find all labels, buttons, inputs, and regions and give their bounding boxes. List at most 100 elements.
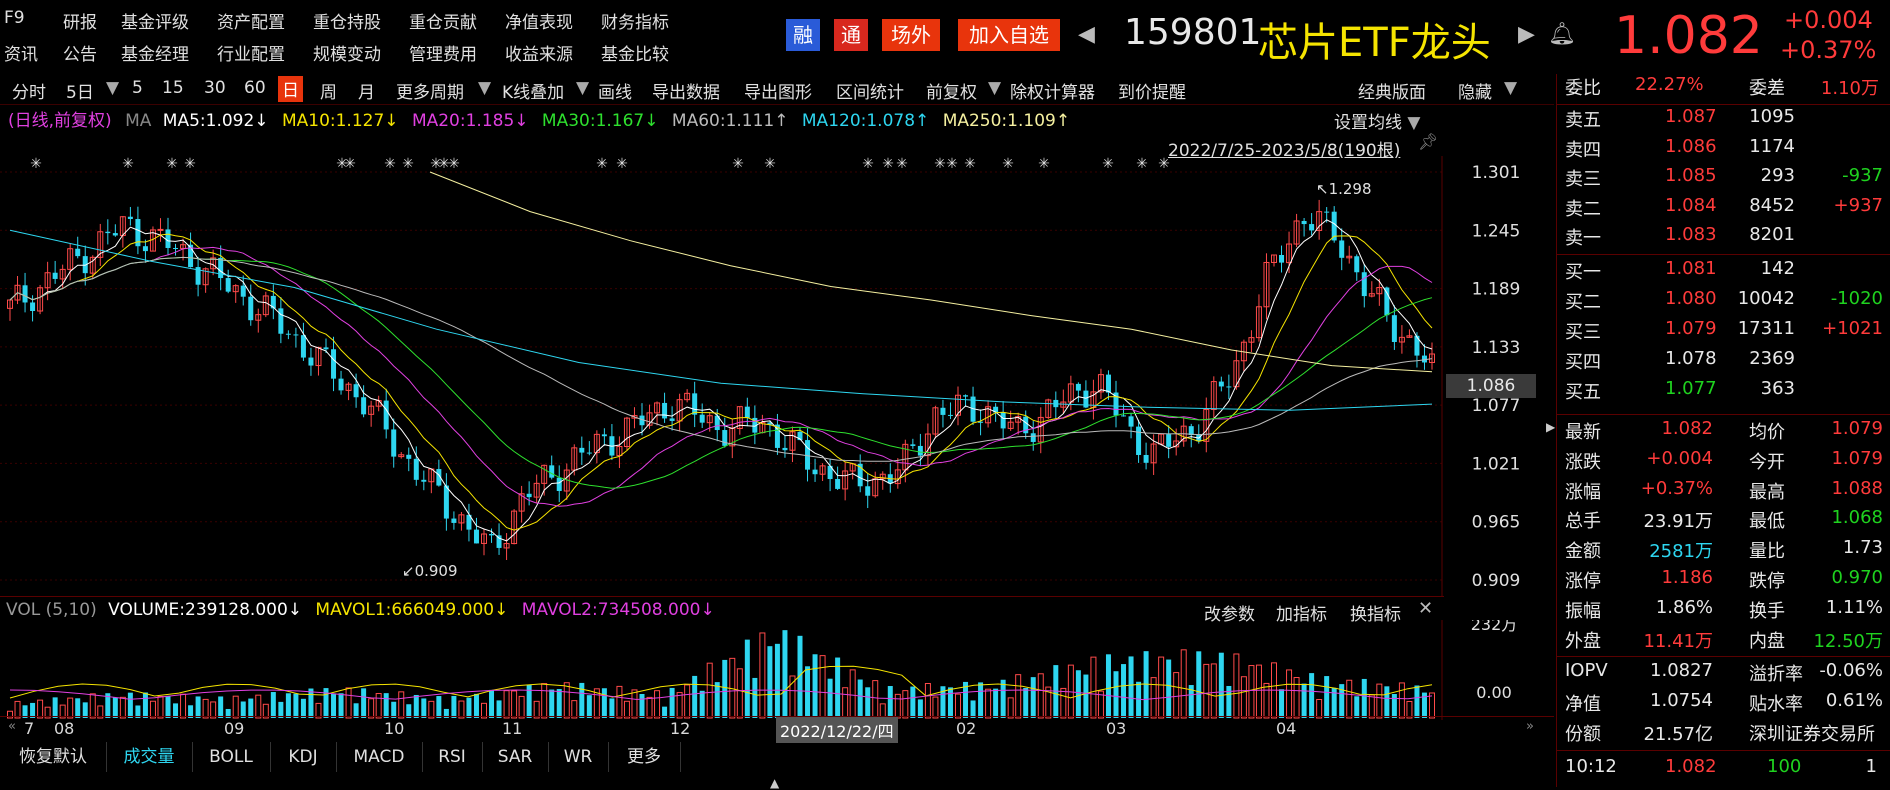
expand-arrow-icon[interactable]: ▶ (1546, 420, 1556, 434)
nav-heavy-holdings[interactable]: 重仓持股 (313, 13, 381, 33)
x-tick: 03 (1106, 719, 1127, 738)
tool-kline-overlay[interactable]: K线叠加 (502, 83, 565, 103)
candle-body (1143, 454, 1149, 463)
bid-level-row[interactable]: 买三 1.079 17311 +1021 (1557, 318, 1890, 347)
margin-badge[interactable]: 融 (786, 19, 820, 51)
dropdown-arrow-icon[interactable]: ▼ (988, 78, 1002, 98)
nav-research[interactable]: 研报 (63, 13, 97, 33)
nav-fund-compare[interactable]: 基金比较 (601, 45, 669, 65)
nav-f9[interactable]: F9 (4, 8, 25, 28)
tab-volume[interactable]: 成交量 (106, 742, 193, 772)
nav-fund-manager[interactable]: 基金经理 (121, 45, 189, 65)
stat-value: 1.86% (1655, 596, 1713, 618)
classic-layout-button[interactable]: 经典版面 (1358, 83, 1426, 103)
ask-level-row[interactable]: 卖四 1.086 1174 (1557, 136, 1890, 165)
stat-label: 最高 (1749, 481, 1785, 503)
nav-income-source[interactable]: 收益来源 (505, 45, 573, 65)
event-marker-icon: ✳ (384, 156, 396, 172)
tool-export-chart[interactable]: 导出图形 (744, 83, 812, 103)
candle-body (165, 229, 171, 248)
ask-level-row[interactable]: 卖三 1.085 293 -937 (1557, 165, 1890, 194)
add-watchlist-button[interactable]: 加入自选 (958, 19, 1060, 51)
candle-body (413, 458, 419, 480)
tab-more[interactable]: 更多 (608, 742, 681, 772)
tab-restore-default[interactable]: 恢复默认 (0, 742, 107, 772)
tool-15min[interactable]: 15 (162, 78, 184, 98)
nav-industry-allocation[interactable]: 行业配置 (217, 45, 285, 65)
bid-level-row[interactable]: 买五 1.077 363 (1557, 378, 1890, 407)
tool-weekly[interactable]: 周 (320, 83, 337, 103)
tab-macd[interactable]: MACD (336, 742, 423, 772)
tool-interval-stats[interactable]: 区间统计 (836, 83, 904, 103)
tool-60min[interactable]: 60 (244, 78, 266, 98)
tool-export-data[interactable]: 导出数据 (652, 83, 720, 103)
volume-bar (812, 654, 818, 718)
tool-draw-line[interactable]: 画线 (598, 83, 632, 103)
tool-forward-adjust[interactable]: 前复权 (926, 83, 977, 103)
dropdown-arrow-icon[interactable]: ▼ (106, 78, 120, 98)
stock-name: 芯片ETF龙头 (1258, 20, 1491, 66)
tool-daily[interactable]: 日 (278, 76, 303, 102)
volume-bar (902, 690, 909, 719)
nav-asset-allocation[interactable]: 资产配置 (217, 13, 285, 33)
volume-bar (511, 690, 518, 719)
ask-level-row[interactable]: 卖一 1.083 8201 (1557, 224, 1890, 253)
dropdown-arrow-icon[interactable]: ▼ (478, 78, 492, 98)
switch-indicator-button[interactable]: 换指标 (1350, 605, 1401, 625)
bid-level-row[interactable]: 买一 1.081 142 (1557, 258, 1890, 287)
volume-bar (1218, 652, 1224, 718)
scroll-right-icon[interactable]: » (1526, 719, 1534, 734)
candle-body (1037, 416, 1044, 443)
price-tick: 1.189 (1472, 280, 1521, 300)
tool-5day[interactable]: 5日 (66, 83, 94, 103)
pin-icon[interactable]: 📌︎ (1418, 132, 1439, 151)
connect-badge[interactable]: 通 (834, 19, 868, 51)
hide-arrow-icon[interactable]: ▼ (1504, 78, 1518, 98)
tool-5min[interactable]: 5 (132, 78, 143, 98)
add-indicator-button[interactable]: 加指标 (1276, 605, 1327, 625)
alarm-bell-icon[interactable]: 🔔︎ (1548, 22, 1576, 47)
ask-level-row[interactable]: 卖五 1.087 1095 (1557, 106, 1890, 135)
tool-more-periods[interactable]: 更多周期 (396, 83, 464, 103)
nav-management-fee[interactable]: 管理费用 (409, 45, 477, 65)
prev-stock-arrow-icon[interactable]: ◀ (1078, 22, 1095, 47)
otc-badge[interactable]: 场外 (882, 19, 940, 51)
nav-nav-performance[interactable]: 净值表现 (505, 13, 573, 33)
tab-rsi[interactable]: RSI (422, 742, 483, 772)
kline-chart[interactable]: ✳ ✳ ✳ ✳ ✳✳ ✳ ✳ ✳✳✳ ✳ ✳ ✳ ✳ ✳ ✳ ✳ ✳ ✳ ✳ ✳ ✳ ✳ ✳ ✳ 1.3011.2451.1… (0, 156, 1554, 596)
ma10-line (9, 233, 1433, 531)
volume-bar (75, 698, 81, 718)
volume-bar (684, 684, 691, 719)
set-ma-button[interactable]: 设置均线 ▼ (1334, 113, 1421, 133)
hide-button[interactable]: 隐藏 (1458, 83, 1492, 103)
nav-heavy-contribution[interactable]: 重仓贡献 (409, 13, 477, 33)
bid-level-row[interactable]: 买二 1.080 10042 -1020 (1557, 288, 1890, 317)
nav-fund-rating[interactable]: 基金评级 (121, 13, 189, 33)
volume-bar (1346, 679, 1353, 719)
nav-news[interactable]: 资讯 (4, 45, 38, 65)
next-stock-arrow-icon[interactable]: ▶ (1518, 22, 1535, 47)
nav-financial-indicators[interactable]: 财务指标 (601, 13, 669, 33)
candle-body (383, 400, 389, 430)
tool-price-alert[interactable]: 到价提醒 (1118, 83, 1186, 103)
tool-monthly[interactable]: 月 (358, 83, 375, 103)
tool-exright-calculator[interactable]: 除权计算器 (1010, 83, 1095, 103)
nav-announcements[interactable]: 公告 (63, 45, 97, 65)
tab-kdj[interactable]: KDJ (270, 742, 337, 772)
volume-chart[interactable]: 232万 0.00 (0, 620, 1554, 720)
tool-30min[interactable]: 30 (204, 78, 226, 98)
tab-sar[interactable]: SAR (482, 742, 549, 772)
dropdown-arrow-icon[interactable]: ▼ (576, 78, 590, 98)
tab-boll[interactable]: BOLL (192, 742, 271, 772)
tab-wr[interactable]: WR (548, 742, 609, 772)
change-params-button[interactable]: 改参数 (1204, 605, 1255, 625)
candle-body (503, 543, 510, 549)
volume-bar (293, 693, 299, 718)
tool-intraday[interactable]: 分时 (12, 83, 46, 103)
ask-level-row[interactable]: 卖二 1.084 8452 +937 (1557, 195, 1890, 224)
collapse-arrow-icon[interactable]: ▲ (770, 776, 780, 790)
bid-level-row[interactable]: 买四 1.078 2369 (1557, 348, 1890, 377)
scroll-left-icon[interactable]: « (8, 719, 16, 734)
close-icon[interactable]: ✕ (1418, 598, 1434, 619)
nav-scale-change[interactable]: 规模变动 (313, 45, 381, 65)
